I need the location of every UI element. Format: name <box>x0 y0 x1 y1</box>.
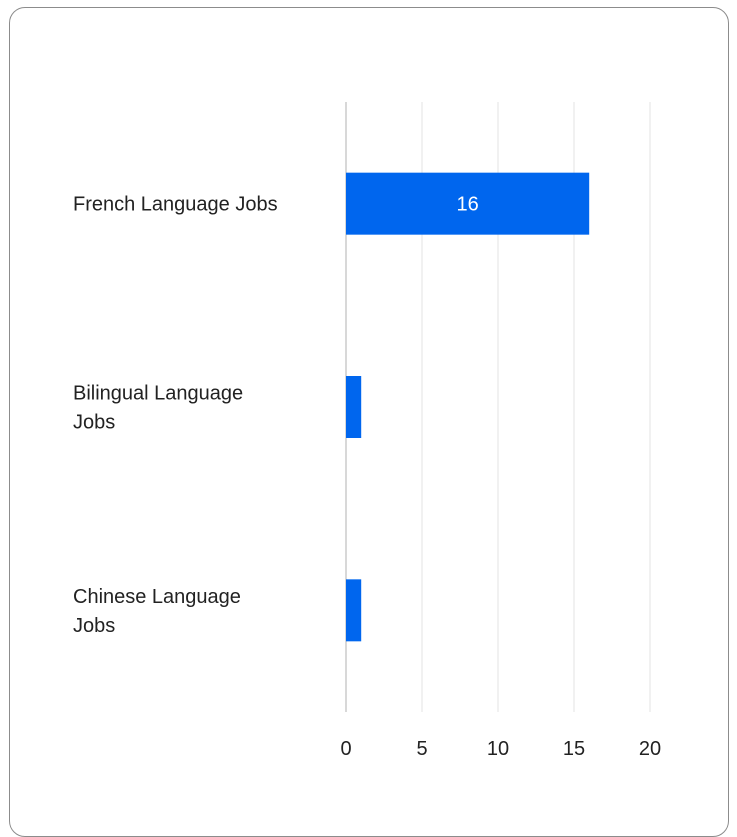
bars: 16 <box>346 172 590 642</box>
category-label: French Language Jobs <box>73 194 278 216</box>
bar[interactable] <box>346 579 362 642</box>
bar[interactable] <box>346 172 590 235</box>
category-label: Chinese Language Jobs <box>73 586 241 637</box>
bar-value-label: 16 <box>456 194 478 216</box>
chart-card <box>9 7 729 837</box>
x-axis-ticks: 0 5 10 15 20 <box>340 738 661 760</box>
category-label: Bilingual Language Jobs <box>73 383 243 434</box>
bar[interactable] <box>346 376 362 438</box>
x-tick-label: 15 <box>563 738 585 760</box>
x-tick-label: 0 <box>340 738 351 760</box>
x-tick-label: 20 <box>639 738 661 760</box>
x-tick-label: 5 <box>416 738 427 760</box>
category-labels: French Language Jobs Bilingual Language Jo… <box>73 194 278 637</box>
x-tick-label: 10 <box>487 738 509 760</box>
